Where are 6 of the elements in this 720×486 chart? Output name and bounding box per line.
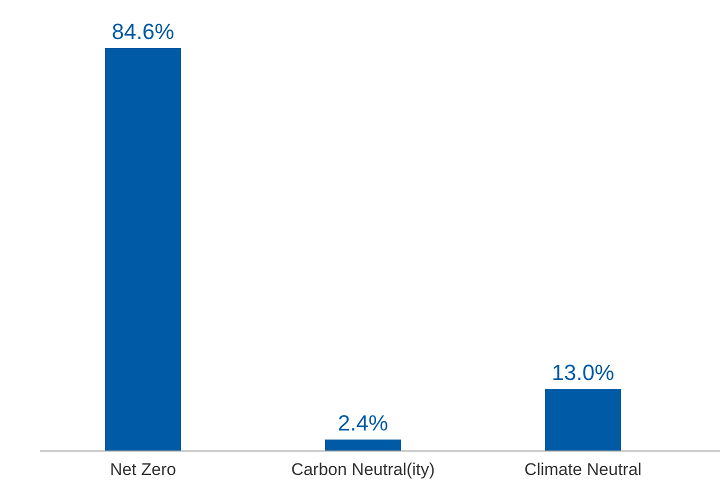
data-label: 2.4% (338, 410, 388, 436)
x-tick-label: Carbon Neutral(ity) (291, 460, 435, 480)
data-label: 13.0% (552, 360, 614, 386)
data-label: 84.6% (112, 19, 174, 44)
x-tick-label: Climate Neutral (524, 460, 642, 480)
x-tick-label: Net Zero (110, 460, 176, 480)
